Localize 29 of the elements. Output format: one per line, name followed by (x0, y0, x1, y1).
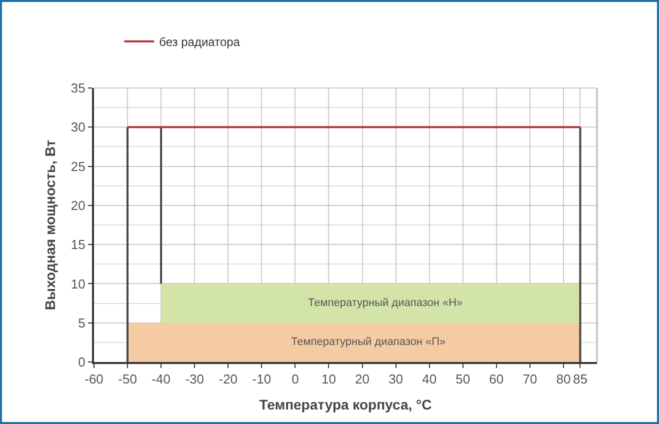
x-tick-label: 60 (489, 372, 504, 387)
legend-label: без радиатора (159, 35, 240, 50)
x-tick-label: 0 (292, 372, 299, 387)
y-tick-label: 25 (70, 158, 86, 174)
x-tick-label: -60 (84, 372, 104, 387)
x-tick-label: 70 (522, 372, 538, 387)
y-axis-title: Выходная мощность, Вт (42, 140, 58, 310)
y-tick-label: 30 (70, 120, 86, 135)
x-tick-label: -30 (185, 372, 204, 387)
x-tick-label: 80 (556, 372, 571, 387)
x-tick-label: -50 (118, 372, 137, 387)
x-tick-label: 10 (321, 372, 336, 387)
x-tick-label: 30 (388, 372, 404, 387)
series-label: Температурный диапазон «П» (291, 336, 446, 348)
y-tick-label: 5 (78, 315, 86, 330)
x-tick-label: -10 (252, 372, 272, 387)
x-tick-label: 40 (422, 372, 437, 387)
x-tick-label: 20 (355, 372, 370, 387)
x-tick-label: 50 (456, 372, 470, 387)
y-tick-label: 10 (70, 276, 86, 292)
y-tick-label: 35 (70, 80, 86, 96)
x-tick-label: 85 (572, 372, 588, 387)
series-label: Температурный диапазон «Н» (308, 297, 463, 309)
x-axis-title: Температура корпуса, °C (259, 396, 432, 412)
x-tick-label: -20 (218, 372, 238, 387)
y-tick-label: 0 (78, 354, 86, 370)
x-tick-label: -40 (152, 372, 170, 387)
y-tick-label: 15 (70, 237, 86, 252)
y-tick-label: 20 (70, 198, 86, 213)
